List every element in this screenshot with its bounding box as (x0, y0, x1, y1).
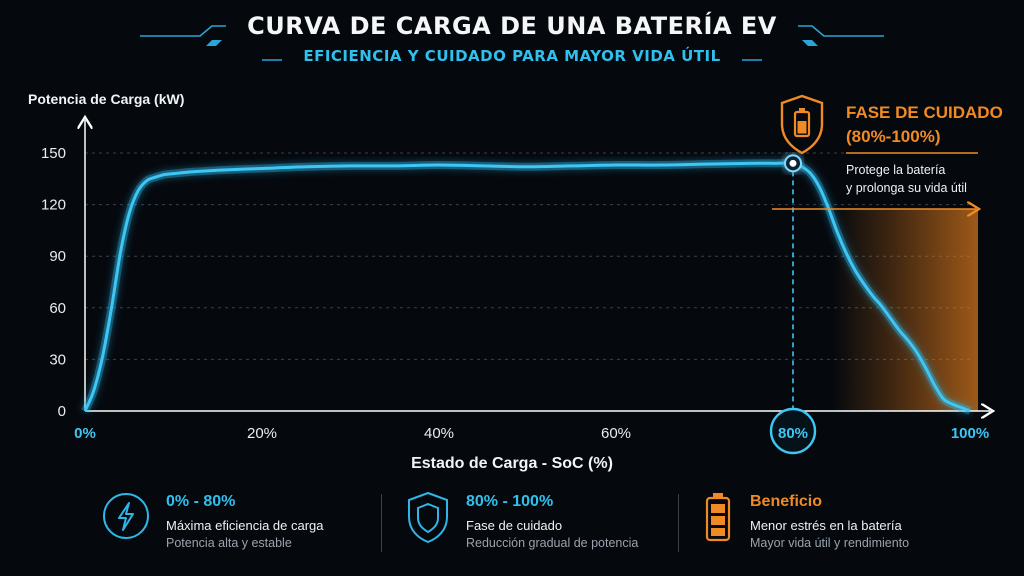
chart-subtitle: EFICIENCIA Y CUIDADO PARA MAYOR VIDA ÚTI… (303, 47, 721, 65)
legend: 0% - 80% Máxima eficiencia de carga Pote… (0, 484, 1024, 564)
legend-title: 0% - 80% (166, 493, 236, 510)
y-axis-label: Potencia de Carga (kW) (28, 91, 184, 107)
legend-title: 80% - 100% (466, 493, 554, 510)
x-tick-label: 60% (601, 425, 631, 442)
legend-divider (381, 494, 382, 552)
header: CURVA DE CARGA DE UNA BATERÍA EV EFICIEN… (0, 0, 1024, 76)
legend-desc: Máxima eficiencia de carga (166, 518, 324, 533)
legend-desc: Fase de cuidado (466, 518, 563, 533)
battery-icon (705, 493, 731, 542)
y-tick-label: 120 (41, 197, 66, 214)
shield-icon (408, 491, 448, 544)
legend-sub: Reducción gradual de potencia (466, 536, 639, 550)
title-decoration (140, 25, 884, 61)
x-tick-label: 0% (74, 425, 96, 442)
x-tick-label: 20% (247, 425, 277, 442)
legend-divider (678, 494, 679, 552)
grid (85, 152, 970, 360)
legend-item-efficiency: 0% - 80% Máxima eficiencia de carga Pote… (100, 484, 370, 560)
care-phase-range: (80%-100%) (846, 127, 941, 146)
chart-title: CURVA DE CARGA DE UNA BATERÍA EV (247, 12, 777, 40)
legend-desc: Menor estrés en la batería (750, 518, 902, 533)
x-tick-labels: 0% 20% 40% 60% 80% 100% (74, 407, 989, 455)
y-tick-label: 30 (49, 351, 66, 368)
legend-sub: Mayor vida útil y rendimiento (750, 536, 910, 550)
care-phase-area (833, 209, 978, 411)
x-tick-label: 40% (424, 425, 454, 442)
legend-title: Beneficio (750, 493, 823, 510)
lightning-icon (103, 493, 149, 539)
care-phase-text-1: Protege la batería (846, 163, 945, 177)
legend-item-benefit: Beneficio Menor estrés en la batería May… (704, 484, 964, 560)
care-phase-annotation: FASE DE CUIDADO (80%-100%) Protege la ba… (772, 94, 1003, 209)
x-tick-label: 80% (778, 425, 808, 442)
x-tick-label: 100% (951, 425, 989, 442)
y-tick-label: 90 (49, 248, 66, 265)
charging-curve-line (83, 161, 971, 413)
y-tick-label: 150 (41, 145, 66, 162)
x-axis-label: Estado de Carga - SoC (%) (411, 455, 613, 472)
highlight-point-core (789, 159, 797, 167)
y-tick-label: 60 (49, 300, 66, 317)
care-phase-title: FASE DE CUIDADO (846, 103, 1003, 122)
care-phase-text-2: y prolonga su vida útil (846, 181, 967, 195)
y-tick-label: 0 (58, 403, 66, 420)
legend-item-care: 80% - 100% Fase de cuidado Reducción gra… (404, 484, 674, 560)
legend-sub: Potencia alta y estable (166, 536, 292, 550)
y-tick-labels: 0 30 60 90 120 150 (41, 145, 66, 420)
shield-battery-icon (780, 94, 824, 155)
charging-curve-chart: Potencia de Carga (kW) Estado de Carga -… (28, 91, 1003, 472)
